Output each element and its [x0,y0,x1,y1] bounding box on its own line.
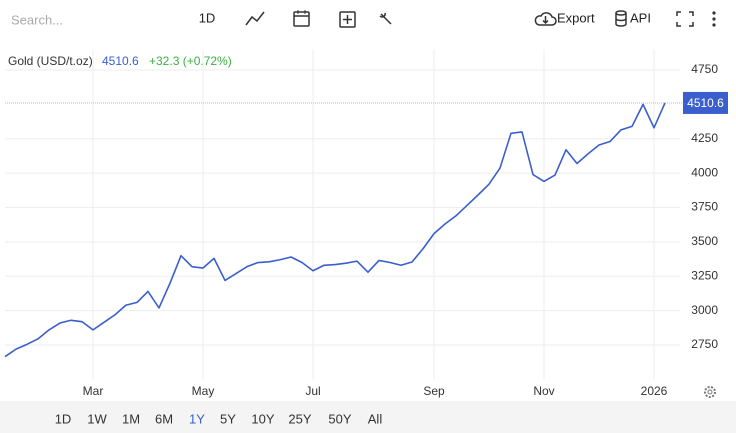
settings-icon[interactable] [704,386,716,398]
x-tick-label: Mar [83,384,104,398]
fullscreen-icon[interactable] [676,11,694,27]
tools-icon[interactable] [379,12,392,25]
api-button[interactable]: API [615,10,651,27]
menu-icon[interactable] [712,11,716,27]
range-button[interactable]: 1W [87,411,107,426]
range-button[interactable]: 1M [122,411,140,426]
search-box[interactable] [4,8,154,34]
y-tick-label: 3750 [691,200,718,214]
interval-button[interactable]: 1D [199,10,216,25]
range-button[interactable]: 10Y [251,411,274,426]
range-button[interactable]: 25Y [288,411,311,426]
export-button[interactable]: Export [534,10,595,26]
chart-type-icon[interactable] [245,11,265,26]
api-label[interactable]: API [630,10,651,25]
x-tick-label: 2026 [641,384,668,398]
y-tick-label: 4250 [691,131,718,145]
y-tick-label: 4000 [691,165,718,179]
instrument-name: Gold (USD/t.oz) [8,54,93,68]
range-bar [0,401,736,433]
price-line [4,102,666,358]
y-tick-label: 3000 [691,303,718,317]
range-button[interactable]: 50Y [328,411,351,426]
last-price-box [683,91,728,114]
range-button[interactable]: 1Y [189,411,205,426]
last-price-label: 4510.6 [687,96,724,110]
y-tick-label: 2750 [691,337,718,351]
search-placeholder[interactable]: Search... [11,12,63,27]
x-tick-label: Sep [423,384,445,398]
export-label[interactable]: Export [557,10,595,25]
add-indicator-icon[interactable] [339,11,356,28]
x-tick-label: Jul [305,384,320,398]
last-price: 4510.6 [102,54,139,68]
plot-area: 2750 3000 3250 3500 3750 4000 4250 4750 Mar May Ju… [4,49,728,398]
range-button[interactable]: 5Y [220,411,236,426]
range-button[interactable]: 1D [55,411,72,426]
range-button[interactable]: 6M [155,411,173,426]
price-change: +32.3 (+0.72%) [149,54,232,68]
y-tick-label: 3250 [691,268,718,282]
x-tick-label: May [192,384,215,398]
y-tick-label: 3500 [691,234,718,248]
x-tick-label: Nov [533,384,554,398]
range-button[interactable]: All [368,411,383,426]
calendar-icon[interactable] [293,10,310,27]
y-tick-label: 4750 [691,62,718,76]
